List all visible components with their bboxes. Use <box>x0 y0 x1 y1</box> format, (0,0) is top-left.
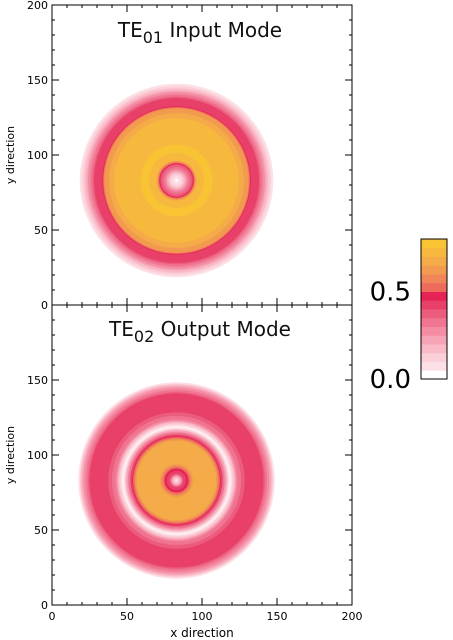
bottom-ticks: 0 50 100 150 0 50 100 150 200 <box>27 304 363 623</box>
y-tick-label: 100 <box>27 449 48 462</box>
colorbar-swatch <box>421 291 447 301</box>
colorbar-swatch <box>421 247 447 257</box>
y-tick-label: 50 <box>34 524 48 537</box>
heatmap-center <box>175 179 178 182</box>
y-tick-label: 150 <box>27 374 48 387</box>
x-tick-label: 150 <box>267 610 288 623</box>
y-tick-label: 0 <box>41 299 48 312</box>
bottom-y-axis-label: y direction <box>4 426 17 484</box>
x-tick-label: 0 <box>49 610 56 623</box>
y-tick-label: 100 <box>27 149 48 162</box>
top-panel-title: TE01 Input Mode <box>117 18 282 47</box>
bottom-panel-title: TE02 Output Mode <box>108 317 291 346</box>
x-axis-label: x direction <box>170 626 234 640</box>
bottom-heatmap-rings <box>77 381 276 580</box>
colorbar-swatch <box>421 344 447 354</box>
colorbar-swatch <box>421 265 447 275</box>
colorbar: 0.5 0.0 <box>370 238 448 396</box>
colorbar-swatch <box>421 317 447 327</box>
colorbar-swatch <box>421 239 447 249</box>
heatmap-center <box>175 479 178 482</box>
colorbar-swatches <box>421 239 447 380</box>
x-tick-label: 50 <box>120 610 134 623</box>
colorbar-swatch <box>421 335 447 345</box>
colorbar-swatch <box>421 282 447 292</box>
top-y-axis-label: y direction <box>4 126 17 184</box>
colorbar-swatch <box>421 274 447 284</box>
top-heatmap-rings <box>77 81 276 280</box>
y-tick-label: 150 <box>27 74 48 87</box>
x-tick-label: 100 <box>192 610 213 623</box>
colorbar-ticks: 0.5 0.0 <box>370 278 411 396</box>
colorbar-swatch <box>421 361 447 371</box>
y-tick-label: 50 <box>34 224 48 237</box>
y-tick-label: 200 <box>27 0 48 12</box>
colorbar-tick-label: 0.0 <box>370 365 411 395</box>
colorbar-swatch <box>421 300 447 310</box>
colorbar-swatch <box>421 370 447 380</box>
colorbar-tick-label: 0.5 <box>370 278 411 308</box>
colorbar-frame <box>420 238 448 380</box>
colorbar-swatch <box>421 309 447 319</box>
x-tick-label: 200 <box>342 610 363 623</box>
top-panel: 0 50 100 150 200 TE01 Input Mode y direction <box>4 0 353 312</box>
colorbar-swatch <box>421 352 447 362</box>
bottom-panel: 0 50 100 150 0 50 100 150 200 TE02 Output Mode y… <box>4 304 363 640</box>
y-tick-label: 0 <box>41 599 48 612</box>
colorbar-swatch <box>421 326 447 336</box>
colorbar-swatch <box>421 256 447 266</box>
top-ticks: 0 50 100 150 200 <box>27 0 353 312</box>
